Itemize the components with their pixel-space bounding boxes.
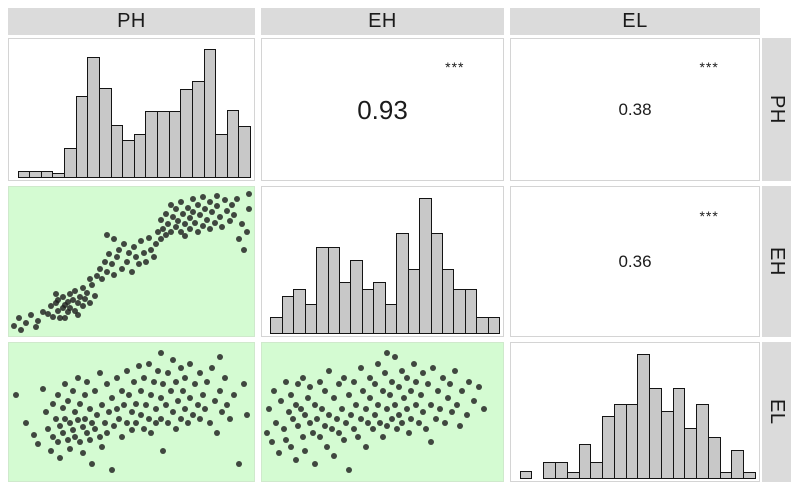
panel-scatter-el-vs-ph bbox=[8, 342, 255, 482]
correlation-value-eh-el: 0.36 bbox=[618, 252, 652, 271]
row-strip-el-label: EL bbox=[766, 399, 788, 425]
row-strip-ph: PH bbox=[762, 38, 791, 181]
row-strip-eh: EH bbox=[762, 186, 791, 337]
panel-histogram-eh bbox=[261, 186, 504, 337]
panel-histogram-ph bbox=[8, 38, 255, 181]
panel-scatter-el-vs-eh bbox=[261, 342, 504, 482]
significance-stars-ph-el: *** bbox=[699, 58, 719, 75]
significance-stars-ph-eh: *** bbox=[445, 58, 465, 75]
row-strip-eh-label: EH bbox=[766, 247, 788, 276]
column-strip-ph: PH bbox=[8, 8, 255, 35]
panel-histogram-el bbox=[510, 342, 760, 482]
row-strip-ph-label: PH bbox=[766, 95, 788, 124]
correlation-value-ph-eh: 0.93 bbox=[357, 94, 408, 125]
column-strip-eh: EH bbox=[261, 8, 504, 35]
column-strip-el-label: EL bbox=[622, 10, 648, 32]
panel-correlation-ph-eh: *** 0.93 bbox=[261, 38, 504, 181]
column-strip-el: EL bbox=[510, 8, 760, 35]
correlation-value-ph-el: 0.38 bbox=[618, 100, 652, 119]
column-strip-ph-label: PH bbox=[117, 10, 146, 32]
column-strip-eh-label: EH bbox=[368, 10, 397, 32]
row-strip-el: EL bbox=[762, 342, 791, 482]
significance-stars-eh-el: *** bbox=[699, 207, 719, 224]
panel-correlation-eh-el: *** 0.36 bbox=[510, 186, 760, 337]
panel-correlation-ph-el: *** 0.38 bbox=[510, 38, 760, 181]
panel-scatter-eh-vs-ph bbox=[8, 186, 255, 337]
